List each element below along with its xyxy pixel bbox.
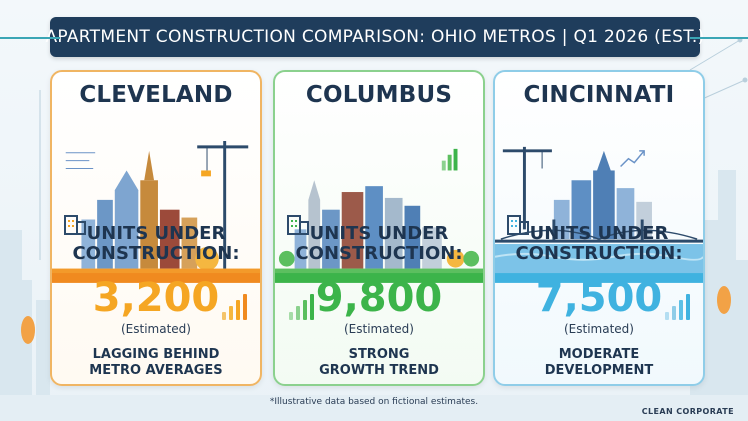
description: MODERATE DEVELOPMENT (544, 347, 654, 378)
units-label: UNITS UNDER CONSTRUCTION: (72, 223, 240, 264)
building-icon (287, 215, 309, 235)
cleveland-skyline-illustration (52, 141, 260, 277)
columbus-green-band (275, 273, 483, 283)
building-icon (507, 215, 529, 235)
units-label: UNITS UNDER CONSTRUCTION: (295, 223, 463, 264)
page-title: APARTMENT CONSTRUCTION COMPARISON: OHIO … (45, 27, 705, 47)
title-banner: APARTMENT CONSTRUCTION COMPARISON: OHIO … (0, 17, 748, 57)
trend-arrow-icon (620, 150, 645, 168)
crane-icon (197, 141, 249, 269)
building-icon (64, 215, 86, 235)
cincinnati-skyline-illustration (495, 146, 703, 277)
city-name: CINCINNATI (523, 82, 675, 108)
bar-chart-icon (289, 294, 314, 320)
brand-label: CLEAN CORPORATE (641, 407, 734, 416)
units-value: 7,500 (535, 275, 663, 321)
bar-chart-icon (441, 148, 458, 171)
city-name: CLEVELAND (79, 82, 233, 108)
units-label: UNITS UNDER CONSTRUCTION: (515, 223, 683, 264)
card-cleveland: CLEVELAND UNITS UNDER CONSTRUCTION: 3,20… (50, 70, 262, 386)
units-value: 3,200 (92, 275, 220, 321)
footnote: *Illustrative data based on fictional es… (269, 397, 479, 407)
city-name: COLUMBUS (305, 82, 453, 108)
columbus-skyline-illustration (275, 148, 483, 277)
card-cincinnati: CINCINNATI UNITS (493, 70, 705, 386)
card-columbus: COLUMBUS UNITS UNDER CONSTRUCTION: 9,800 (273, 70, 485, 386)
units-value: 9,800 (315, 275, 443, 321)
description: LAGGING BEHIND METRO AVERAGES (89, 347, 223, 378)
estimated-note: (Estimated) (344, 322, 414, 336)
description: STRONG GROWTH TREND (319, 347, 439, 378)
cincinnati-blue-band (495, 273, 703, 283)
bar-chart-icon (222, 294, 247, 320)
cleveland-orange-band (52, 273, 260, 283)
estimated-note: (Estimated) (564, 322, 634, 336)
crane-icon (502, 146, 552, 230)
bridge-icon (495, 219, 703, 243)
estimated-note: (Estimated) (121, 322, 191, 336)
bar-chart-icon (665, 294, 690, 320)
